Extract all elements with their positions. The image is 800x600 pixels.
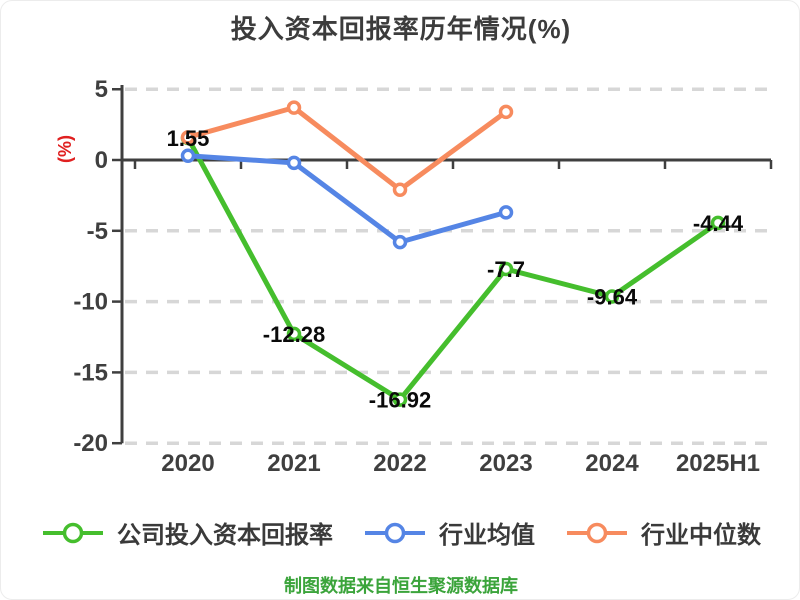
data-point — [498, 205, 514, 220]
chart-canvas: 5 0 -5 -10 -15 -20 2020 2021 2022 2023 2024 2025H1 (… — [55, 76, 773, 477]
x-tick-label: 2020 — [161, 450, 214, 477]
value-label: -9.64 — [587, 285, 638, 310]
series-line-2 — [185, 105, 509, 193]
legend: 公司投入资本回报率 行业均值 行业中位数 — [1, 515, 799, 550]
legend-item-label: 公司投入资本回报率 — [117, 522, 333, 549]
legend-item-company-roic[interactable]: 公司投入资本回报率 — [41, 515, 333, 550]
y-tick-label: -10 — [73, 289, 108, 316]
data-point — [392, 392, 408, 407]
legend-item-industry-mean[interactable]: 行业均值 — [363, 515, 535, 550]
legend-item-industry-median[interactable]: 行业中位数 — [565, 515, 761, 550]
legend-item-label: 行业中位数 — [641, 522, 761, 549]
y-axis-name: (%) — [55, 135, 75, 163]
x-tick-label: 2021 — [267, 450, 320, 477]
data-point — [392, 234, 408, 250]
value-label: 1.55 — [167, 126, 210, 151]
data-point — [498, 261, 514, 277]
data-point — [180, 130, 196, 145]
legend-item-label: 行业均值 — [439, 522, 535, 549]
series-line-1 — [185, 153, 509, 245]
x-tick-label: 2024 — [585, 450, 639, 477]
line-circle-marker-icon — [565, 520, 629, 546]
y-tick-label: 5 — [95, 76, 108, 103]
data-point — [498, 104, 514, 120]
line-circle-marker-icon — [41, 520, 105, 546]
value-label: -12.28 — [263, 322, 325, 347]
data-point — [286, 326, 302, 342]
data-source-note: 制图数据来自恒生聚源数据库 — [284, 576, 518, 596]
data-point — [286, 100, 302, 115]
y-tick-label: -15 — [73, 359, 108, 386]
data-point — [604, 289, 620, 304]
value-label: -4.44 — [693, 211, 744, 236]
value-label: -16.92 — [369, 388, 431, 413]
x-tick-label: 2022 — [373, 450, 426, 477]
data-point — [392, 182, 408, 197]
series-line-0 — [185, 135, 721, 403]
data-point — [286, 155, 302, 171]
line-circle-marker-icon — [363, 520, 427, 546]
data-point — [710, 215, 726, 231]
data-point — [180, 148, 196, 164]
x-tick-label: 2025H1 — [676, 450, 760, 477]
chart-title: 投入资本回报率历年情况(%) — [230, 14, 572, 44]
y-tick-label: -5 — [87, 218, 108, 245]
value-label: -7.7 — [487, 257, 525, 282]
y-tick-label: -20 — [73, 430, 108, 457]
x-tick-label: 2023 — [479, 450, 532, 477]
y-tick-label: 0 — [95, 147, 108, 174]
